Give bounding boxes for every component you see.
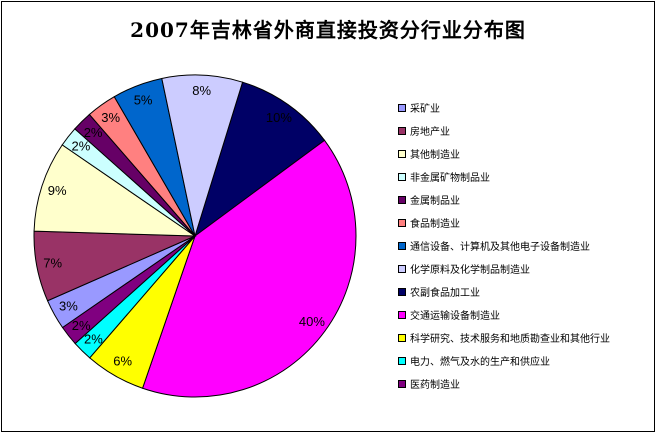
legend-label: 电力、燃气及水的生产和供应业 (410, 357, 550, 368)
slice-label: 7% (43, 256, 62, 271)
legend-label: 化学原料及化学制品制造业 (410, 265, 530, 276)
pie-slice (161, 74, 244, 238)
slice-label: 2% (84, 125, 103, 140)
legend-label: 食品制造业 (410, 219, 460, 230)
legend-swatch (398, 196, 406, 204)
slice-label: 10% (266, 110, 292, 125)
slice-label: 2% (84, 332, 103, 347)
legend-item: 非金属矿物制品业 (398, 167, 648, 190)
legend-item: 其他制造业 (398, 144, 648, 167)
legend-label: 其他制造业 (410, 150, 460, 161)
legend-item: 食品制造业 (398, 213, 648, 236)
legend-item: 农副食品加工业 (398, 282, 648, 305)
legend-swatch (398, 288, 406, 296)
slice-label: 8% (192, 83, 211, 98)
legend-swatch (398, 265, 406, 273)
slice-label: 3% (59, 299, 78, 314)
pie-slice (141, 139, 357, 398)
legend-swatch (398, 127, 406, 135)
legend-label: 医药制造业 (410, 380, 460, 391)
legend-swatch (398, 357, 406, 365)
slice-label: 40% (299, 314, 325, 329)
legend-swatch (398, 104, 406, 112)
legend-swatch (398, 334, 406, 342)
legend-label: 交通运输设备制造业 (410, 311, 500, 322)
slice-label: 5% (134, 93, 153, 108)
legend-swatch (398, 219, 406, 227)
legend-label: 房地产业 (410, 127, 450, 138)
slice-label: 2% (72, 318, 91, 333)
chart-title: 2007年吉林省外商直接投资分行业分布图 (130, 18, 526, 42)
legend-swatch (398, 173, 406, 181)
legend-item: 通信设备、计算机及其他电子设备制造业 (398, 236, 648, 259)
legend-label: 科学研究、技术服务和地质勘查业和其他行业 (410, 334, 610, 345)
slice-label: 6% (113, 354, 132, 369)
pie-slice (194, 81, 326, 238)
slice-label: 9% (48, 183, 67, 198)
legend-item: 房地产业 (398, 121, 648, 144)
legend-label: 通信设备、计算机及其他电子设备制造业 (410, 242, 590, 253)
legend-swatch (398, 150, 406, 158)
legend-item: 金属制品业 (398, 190, 648, 213)
legend-swatch (398, 380, 406, 388)
legend: 采矿业房地产业其他制造业非金属矿物制品业 金属制品业食品制造业通信设备、计算机及其… (398, 98, 648, 397)
legend-item: 采矿业 (398, 98, 648, 121)
legend-item: 科学研究、技术服务和地质勘查业和其他行业 (398, 328, 648, 351)
legend-item: 医药制造业 (398, 374, 648, 397)
legend-swatch (398, 242, 406, 250)
legend-item: 电力、燃气及水的生产和供应业 (398, 351, 648, 374)
legend-label: 采矿业 (410, 104, 440, 115)
legend-swatch (398, 311, 406, 319)
legend-item: 交通运输设备制造业 (398, 305, 648, 328)
slice-label: 3% (101, 110, 120, 125)
legend-label: 农副食品加工业 (410, 288, 480, 299)
legend-item: 化学原料及化学制品制造业 (398, 259, 648, 282)
legend-label: 非金属矿物制品业 (410, 173, 490, 184)
pie-slice (33, 144, 197, 237)
legend-label: 金属制品业 (410, 196, 460, 207)
slice-label: 2% (72, 139, 91, 154)
